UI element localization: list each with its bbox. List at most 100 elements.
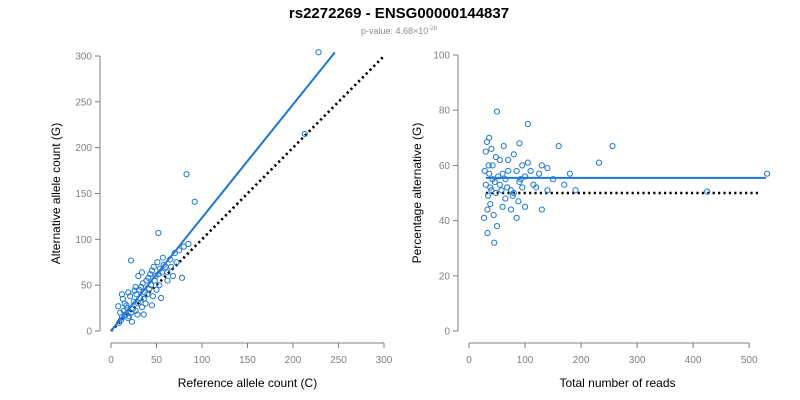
data-point bbox=[156, 282, 163, 289]
data-point bbox=[521, 203, 529, 210]
data-point bbox=[516, 140, 523, 147]
data-point bbox=[131, 287, 138, 294]
data-point bbox=[157, 294, 165, 302]
data-point bbox=[183, 171, 190, 178]
data-point bbox=[142, 300, 149, 307]
data-point bbox=[485, 162, 492, 169]
x-axis-label: Reference allele count (C) bbox=[178, 376, 317, 390]
x-tick-label: 150 bbox=[239, 355, 256, 366]
data-point bbox=[498, 187, 505, 194]
data-point bbox=[510, 189, 517, 197]
data-point bbox=[301, 130, 308, 138]
data-point bbox=[519, 184, 526, 191]
data-point bbox=[513, 214, 520, 221]
data-point bbox=[115, 303, 122, 310]
data-point bbox=[764, 170, 771, 177]
data-point bbox=[169, 272, 176, 280]
data-point bbox=[185, 240, 192, 248]
data-point bbox=[538, 162, 545, 169]
data-point bbox=[138, 304, 146, 311]
x-tick-label: 100 bbox=[194, 355, 211, 366]
data-point bbox=[150, 263, 157, 270]
data-point bbox=[544, 187, 551, 194]
data-point bbox=[504, 184, 511, 191]
data-point bbox=[148, 302, 156, 309]
data-point bbox=[499, 203, 506, 210]
data-point bbox=[538, 206, 545, 213]
data-point bbox=[148, 267, 156, 274]
x-tick-label: 200 bbox=[285, 355, 302, 366]
data-point bbox=[499, 170, 506, 177]
y-tick-label: 0 bbox=[86, 327, 92, 338]
y-tick-label: 80 bbox=[439, 106, 451, 117]
data-point bbox=[482, 148, 489, 155]
data-point bbox=[530, 181, 537, 188]
data-point bbox=[164, 269, 171, 276]
data-point bbox=[555, 142, 562, 150]
y-tick-label: 60 bbox=[439, 161, 451, 172]
fit-line bbox=[110, 51, 336, 332]
data-point bbox=[488, 187, 495, 194]
data-point bbox=[149, 293, 156, 300]
subtitle-exponent: -28 bbox=[428, 26, 437, 32]
data-point bbox=[515, 198, 522, 205]
data-point bbox=[118, 291, 126, 298]
x-tick-label: 0 bbox=[466, 355, 472, 366]
data-point bbox=[490, 211, 497, 219]
data-point bbox=[134, 311, 141, 318]
data-point bbox=[516, 178, 523, 186]
data-point bbox=[491, 178, 498, 186]
data-point bbox=[144, 291, 151, 298]
y-tick-label: 200 bbox=[75, 143, 92, 154]
data-point bbox=[159, 254, 166, 261]
data-point bbox=[164, 277, 171, 284]
data-point bbox=[566, 170, 573, 177]
data-point bbox=[167, 263, 175, 270]
data-point bbox=[482, 181, 489, 188]
data-point bbox=[492, 154, 499, 161]
data-point bbox=[127, 257, 135, 264]
data-point bbox=[572, 187, 579, 194]
y-tick-label: 250 bbox=[75, 97, 92, 108]
data-point bbox=[595, 159, 603, 166]
data-point bbox=[513, 167, 520, 175]
data-point bbox=[502, 176, 509, 183]
data-point bbox=[484, 192, 492, 199]
x-tick-label: 0 bbox=[108, 355, 114, 366]
data-point bbox=[173, 259, 180, 266]
x-tick-label: 400 bbox=[685, 355, 702, 366]
left-scatter-panel: 0 50 100 150 200 250 300 0 50 100 150 200 250 300 Refe… bbox=[49, 49, 393, 390]
data-point bbox=[510, 151, 517, 158]
y-tick-label: 100 bbox=[433, 51, 450, 62]
y-tick-label: 0 bbox=[444, 327, 450, 338]
right-scatter-panel: 0 100 200 300 400 500 0 20 40 60 80 100 Total number… bbox=[410, 51, 771, 390]
data-point bbox=[521, 173, 529, 180]
x-tick-label: 100 bbox=[517, 355, 534, 366]
data-point bbox=[147, 271, 154, 278]
y-tick-label: 20 bbox=[439, 271, 451, 282]
y-tick-label: 50 bbox=[81, 281, 93, 292]
data-point bbox=[191, 198, 198, 205]
data-point bbox=[493, 108, 501, 115]
data-point bbox=[486, 170, 493, 177]
data-point bbox=[484, 206, 491, 213]
data-point bbox=[483, 138, 491, 146]
data-point bbox=[155, 229, 162, 237]
data-point bbox=[489, 162, 496, 169]
data-point bbox=[481, 214, 488, 221]
data-point bbox=[135, 300, 142, 307]
x-axis-label: Total number of reads bbox=[559, 376, 675, 390]
data-point bbox=[519, 162, 526, 169]
data-point bbox=[524, 120, 531, 128]
data-point bbox=[549, 176, 557, 183]
data-point bbox=[154, 259, 161, 266]
x-tick-label: 300 bbox=[629, 355, 646, 366]
x-tick-label: 500 bbox=[741, 355, 758, 366]
data-point bbox=[493, 223, 501, 230]
data-point bbox=[488, 145, 495, 152]
data-point bbox=[544, 165, 551, 172]
data-point bbox=[609, 142, 616, 150]
x-tick-label: 300 bbox=[376, 355, 393, 366]
data-point bbox=[128, 318, 136, 325]
